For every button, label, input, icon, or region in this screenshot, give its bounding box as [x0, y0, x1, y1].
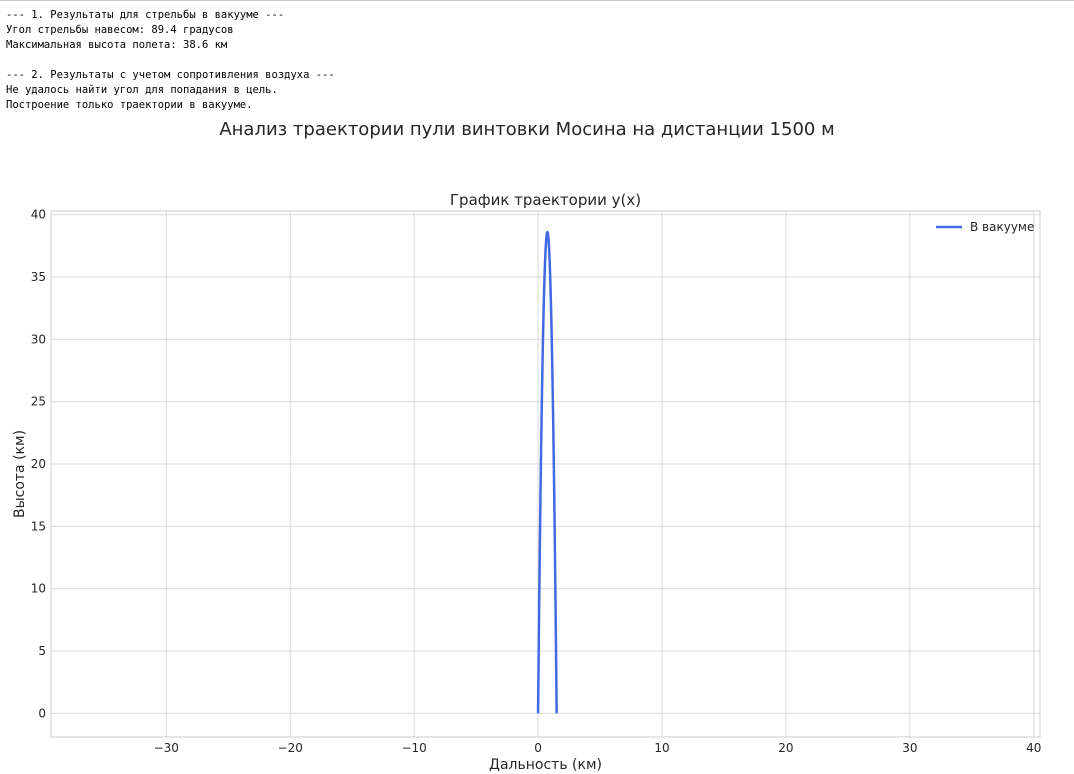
console-line: Угол стрельбы навесом: 89.4 градусов — [6, 24, 234, 36]
legend: В вакууме — [936, 220, 1034, 234]
figure-suptitle: Анализ траектории пули винтовки Мосина н… — [219, 119, 835, 140]
x-tick-labels: −30 −20 −10 0 10 20 30 40 — [154, 741, 1042, 755]
console-line: Построение только траектории в вакууме. — [6, 99, 253, 111]
series-line-vacuum — [536, 230, 558, 714]
console-line: --- 2. Результаты с учетом сопротивления… — [6, 69, 335, 81]
console-output: --- 1. Результаты для стрельбы в вакууме… — [6, 8, 335, 113]
series-layer — [536, 230, 558, 714]
y-axis-label: Высота (км) — [12, 430, 28, 518]
y-tick-label: 5 — [38, 644, 46, 658]
y-tick-label: 15 — [31, 519, 46, 533]
plot-area-frame — [50, 210, 1041, 738]
y-tick-labels: 0 5 10 15 20 25 30 35 40 — [31, 208, 46, 721]
x-tick-label: 40 — [1026, 741, 1041, 755]
x-tick-label: 20 — [778, 741, 793, 755]
x-tick-label: 0 — [534, 741, 542, 755]
x-tick-label: −20 — [278, 741, 303, 755]
legend-label-vacuum: В вакууме — [970, 220, 1034, 234]
grid-lines — [51, 211, 1040, 737]
console-line: --- 1. Результаты для стрельбы в вакууме… — [6, 9, 285, 21]
x-tick-label: 30 — [902, 741, 917, 755]
y-tick-label: 20 — [31, 457, 46, 471]
x-tick-label: 10 — [654, 741, 669, 755]
y-tick-label: 25 — [31, 395, 46, 409]
y-tick-label: 30 — [31, 332, 46, 346]
y-tick-label: 40 — [31, 208, 46, 222]
x-tick-label: −30 — [154, 741, 179, 755]
y-tick-label: 35 — [31, 270, 46, 284]
x-axis-label: Дальность (км) — [489, 757, 602, 773]
output-separator — [0, 0, 1074, 1]
console-line: Не удалось найти угол для попадания в це… — [6, 84, 278, 96]
console-line: Максимальная высота полета: 38.6 км — [6, 39, 228, 51]
chart-title: График траектории y(x) — [450, 191, 641, 209]
x-tick-label: −10 — [401, 741, 426, 755]
y-tick-label: 10 — [31, 582, 46, 596]
y-tick-label: 0 — [38, 706, 46, 720]
